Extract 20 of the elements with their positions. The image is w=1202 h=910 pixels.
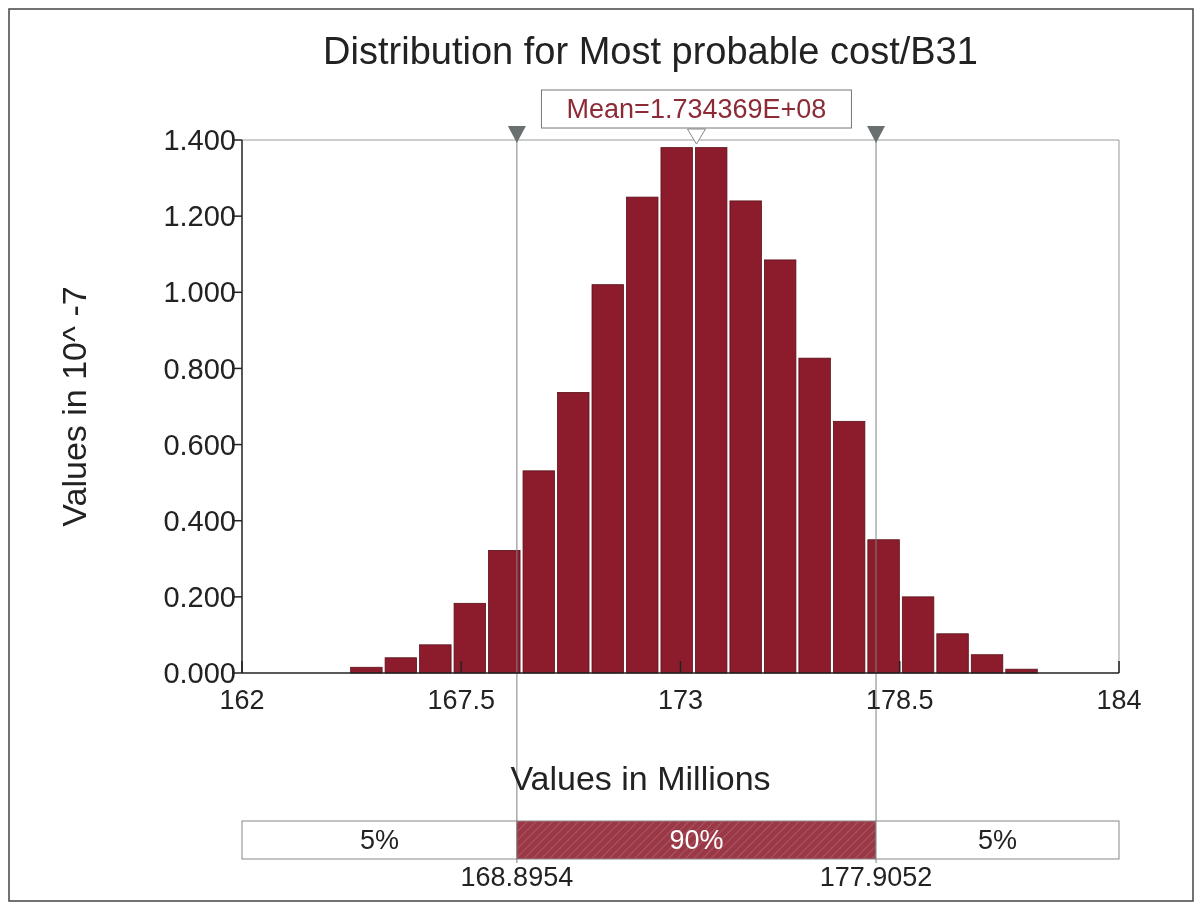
x-tick-label: 167.5 (427, 685, 496, 715)
x-axis-title: Values in Millions (510, 759, 771, 797)
ref-line-label: 177.9052 (819, 862, 933, 892)
ref-line-label: 168.8954 (460, 862, 574, 892)
chart-title: Distribution for Most probable cost/B31 (323, 30, 978, 72)
y-tick-label: 0.800 (163, 352, 236, 385)
y-tick-label: 1.400 (163, 124, 236, 157)
text: 5% (359, 825, 399, 856)
y-tick-label: 0.200 (163, 581, 236, 614)
text: 90% (669, 825, 724, 856)
x-tick-label: 184 (1096, 685, 1142, 715)
x-tick-label: 178.5 (865, 685, 934, 715)
text: 5% (978, 825, 1018, 856)
y-tick-label: 1.200 (163, 200, 236, 233)
x-tick-label: 173 (657, 685, 704, 715)
y-axis-title: Values in 10^ -7 (55, 286, 93, 527)
y-tick-label: 0.600 (163, 428, 236, 461)
y-tick-label: 1.000 (163, 276, 236, 309)
y-tick-label: 0.400 (163, 504, 236, 537)
text: Mean=1.734369E+08 (566, 94, 827, 125)
